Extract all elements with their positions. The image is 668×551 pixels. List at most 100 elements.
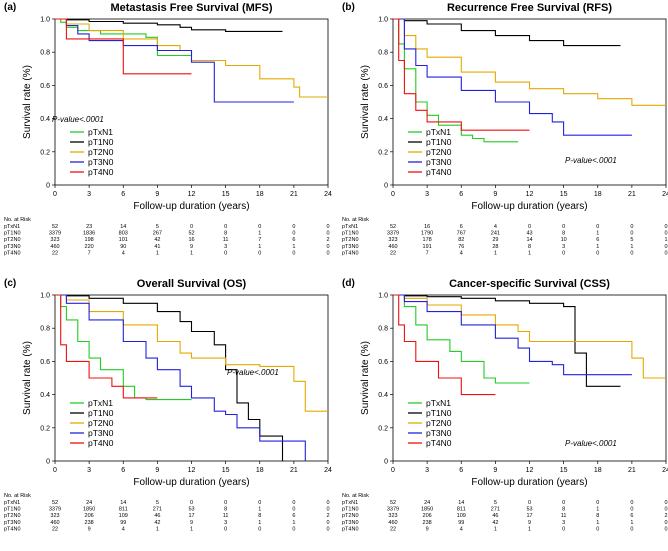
p-value-text: P-value<.0001 — [52, 115, 104, 124]
at-risk-value: 0 — [292, 250, 295, 256]
at-risk-value: 0 — [326, 231, 329, 237]
at-risk-value: 1 — [190, 526, 193, 532]
survival-curve-pt1n0 — [393, 18, 621, 47]
at-risk-value: 323 — [388, 237, 397, 243]
y-tick-label: 0.2 — [40, 425, 50, 432]
at-risk-value: 8 — [528, 244, 531, 250]
at-risk-title: No. at Risk — [4, 493, 31, 499]
at-risk-value: 1 — [494, 526, 497, 532]
at-risk-value: 24 — [86, 500, 92, 506]
at-risk-value: 0 — [326, 244, 329, 250]
at-risk-value: 52 — [52, 224, 58, 230]
legend-entry: pT2N0 — [88, 147, 114, 157]
at-risk-value: 3 — [224, 244, 227, 250]
at-risk-value: 271 — [153, 507, 162, 513]
p-value-text: P-value<.0001 — [565, 439, 617, 448]
at-risk-value: 46 — [492, 513, 498, 519]
at-risk-value: 22 — [390, 250, 396, 256]
at-risk-value: 52 — [188, 231, 194, 237]
at-risk-value: 14 — [526, 237, 532, 243]
y-tick-label: 0.4 — [378, 392, 388, 399]
panel-label: (a) — [4, 2, 16, 13]
at-risk-value: 1 — [596, 507, 599, 513]
at-risk-value: 0 — [190, 224, 193, 230]
x-tick-label: 21 — [290, 191, 298, 198]
y-tick-label: 0 — [46, 183, 50, 190]
y-tick-label: 0 — [384, 183, 388, 190]
at-risk-value: 0 — [664, 507, 667, 513]
km-panel-a: (a) Metastasis Free Survival (MFS) 0 0.2 0.4… — [4, 2, 332, 256]
y-tick-label: 0.4 — [40, 392, 50, 399]
at-risk-value: 0 — [326, 507, 329, 513]
at-risk-value: 267 — [153, 231, 162, 237]
y-tick-label: 0.2 — [40, 149, 50, 156]
at-risk-value: 4 — [122, 250, 125, 256]
at-risk-value: 23 — [86, 224, 92, 230]
y-axis-label: Survival rate (%) — [360, 65, 371, 139]
at-risk-value: 3 — [562, 520, 565, 526]
y-axis-label: Survival rate (%) — [22, 65, 33, 139]
at-risk-row-label: pT2N0 — [342, 237, 359, 243]
legend-entry: pT3N0 — [88, 157, 114, 167]
at-risk-value: 6 — [630, 513, 633, 519]
x-tick-label: 3 — [87, 467, 91, 474]
at-risk-value: 43 — [526, 231, 532, 237]
at-risk-value: 53 — [188, 507, 194, 513]
at-risk-value: 2 — [326, 513, 329, 519]
at-risk-value: 17 — [526, 513, 532, 519]
at-risk-value: 2 — [664, 513, 667, 519]
at-risk-value: 0 — [664, 224, 667, 230]
at-risk-title: No. at Risk — [342, 493, 369, 499]
at-risk-value: 5 — [630, 237, 633, 243]
y-tick-label: 1.0 — [378, 293, 388, 300]
x-tick-label: 18 — [256, 191, 264, 198]
at-risk-value: 0 — [562, 224, 565, 230]
at-risk-value: 0 — [664, 520, 667, 526]
at-risk-value: 271 — [491, 507, 500, 513]
at-risk-value: 1850 — [421, 507, 433, 513]
at-risk-value: 1 — [190, 250, 193, 256]
survival-curve-pt3n0 — [393, 18, 632, 136]
chart-title: Recurrence Free Survival (RFS) — [447, 2, 612, 14]
at-risk-value: 0 — [596, 250, 599, 256]
chart-title: Cancer-specific Survival (CSS) — [449, 278, 610, 290]
at-risk-row-label: pT2N0 — [342, 513, 359, 519]
at-risk-value: 42 — [492, 520, 498, 526]
at-risk-title: No. at Risk — [4, 217, 31, 223]
at-risk-value: 4 — [460, 250, 463, 256]
at-risk-value: 0 — [596, 224, 599, 230]
at-risk-value: 206 — [423, 513, 432, 519]
at-risk-value: 323 — [388, 513, 397, 519]
at-risk-value: 14 — [458, 500, 464, 506]
at-risk-value: 11 — [561, 513, 567, 519]
legend-entry: pTxN1 — [426, 127, 451, 137]
at-risk-value: 1 — [596, 231, 599, 237]
y-tick-label: 0 — [46, 459, 50, 466]
legend-entry: pT3N0 — [426, 157, 452, 167]
at-risk-value: 0 — [224, 224, 227, 230]
y-tick-label: 0.8 — [378, 326, 388, 333]
at-risk-value: 5 — [494, 500, 497, 506]
at-risk-value: 41 — [154, 244, 160, 250]
x-tick-label: 15 — [560, 191, 568, 198]
at-risk-row-label: pT1N0 — [4, 231, 21, 237]
legend-entry: pTxN1 — [88, 127, 113, 137]
at-risk-row-label: pT1N0 — [4, 507, 21, 513]
x-tick-label: 24 — [324, 467, 332, 474]
at-risk-value: 0 — [258, 224, 261, 230]
at-risk-value: 99 — [120, 520, 126, 526]
at-risk-value: 14 — [120, 224, 126, 230]
y-tick-label: 0.6 — [378, 359, 388, 366]
at-risk-value: 8 — [562, 507, 565, 513]
at-risk-value: 0 — [292, 500, 295, 506]
y-tick-label: 0.4 — [378, 116, 388, 123]
at-risk-value: 0 — [258, 250, 261, 256]
at-risk-value: 323 — [50, 237, 59, 243]
at-risk-value: 0 — [664, 500, 667, 506]
y-tick-label: 0 — [384, 459, 388, 466]
legend-entry: pT4N0 — [88, 438, 114, 448]
survival-curve-pt1n0 — [55, 294, 284, 461]
at-risk-value: 1 — [258, 244, 261, 250]
panel-label: (c) — [4, 278, 16, 289]
x-axis-label: Follow-up duration (years) — [133, 201, 249, 212]
